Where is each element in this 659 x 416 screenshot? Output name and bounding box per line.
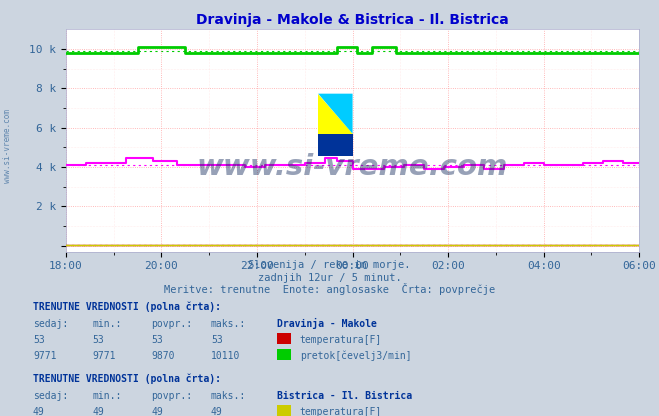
- Text: min.:: min.:: [92, 319, 122, 329]
- Text: 9870: 9870: [152, 351, 175, 361]
- Polygon shape: [318, 134, 353, 156]
- Text: 49: 49: [152, 407, 163, 416]
- Text: 49: 49: [211, 407, 223, 416]
- Polygon shape: [318, 94, 353, 134]
- Text: maks.:: maks.:: [211, 319, 246, 329]
- Text: zadnjih 12ur / 5 minut.: zadnjih 12ur / 5 minut.: [258, 273, 401, 283]
- Text: 9771: 9771: [92, 351, 116, 361]
- Text: Slovenija / reke in morje.: Slovenija / reke in morje.: [248, 260, 411, 270]
- Text: Bistrica - Il. Bistrica: Bistrica - Il. Bistrica: [277, 391, 412, 401]
- Polygon shape: [318, 94, 353, 134]
- Text: min.:: min.:: [92, 391, 122, 401]
- Title: Dravinja - Makole & Bistrica - Il. Bistrica: Dravinja - Makole & Bistrica - Il. Bistr…: [196, 12, 509, 27]
- Text: Meritve: trenutne  Enote: anglosaske  Črta: povprečje: Meritve: trenutne Enote: anglosaske Črta…: [164, 283, 495, 295]
- Text: 10110: 10110: [211, 351, 241, 361]
- Text: povpr.:: povpr.:: [152, 391, 192, 401]
- Text: TRENUTNE VREDNOSTI (polna črta):: TRENUTNE VREDNOSTI (polna črta):: [33, 374, 221, 384]
- Text: www.si-vreme.com: www.si-vreme.com: [197, 153, 508, 181]
- Text: TRENUTNE VREDNOSTI (polna črta):: TRENUTNE VREDNOSTI (polna črta):: [33, 302, 221, 312]
- Text: pretok[čevelj3/min]: pretok[čevelj3/min]: [300, 351, 411, 361]
- Text: temperatura[F]: temperatura[F]: [300, 335, 382, 345]
- Text: www.si-vreme.com: www.si-vreme.com: [3, 109, 13, 183]
- Text: sedaj:: sedaj:: [33, 391, 68, 401]
- Text: povpr.:: povpr.:: [152, 319, 192, 329]
- Text: temperatura[F]: temperatura[F]: [300, 407, 382, 416]
- Text: 9771: 9771: [33, 351, 57, 361]
- Text: 49: 49: [33, 407, 45, 416]
- Text: sedaj:: sedaj:: [33, 319, 68, 329]
- Text: 53: 53: [152, 335, 163, 345]
- Text: 53: 53: [92, 335, 104, 345]
- Text: 49: 49: [92, 407, 104, 416]
- Text: 53: 53: [33, 335, 45, 345]
- Text: 53: 53: [211, 335, 223, 345]
- Text: Dravinja - Makole: Dravinja - Makole: [277, 318, 377, 329]
- Text: maks.:: maks.:: [211, 391, 246, 401]
